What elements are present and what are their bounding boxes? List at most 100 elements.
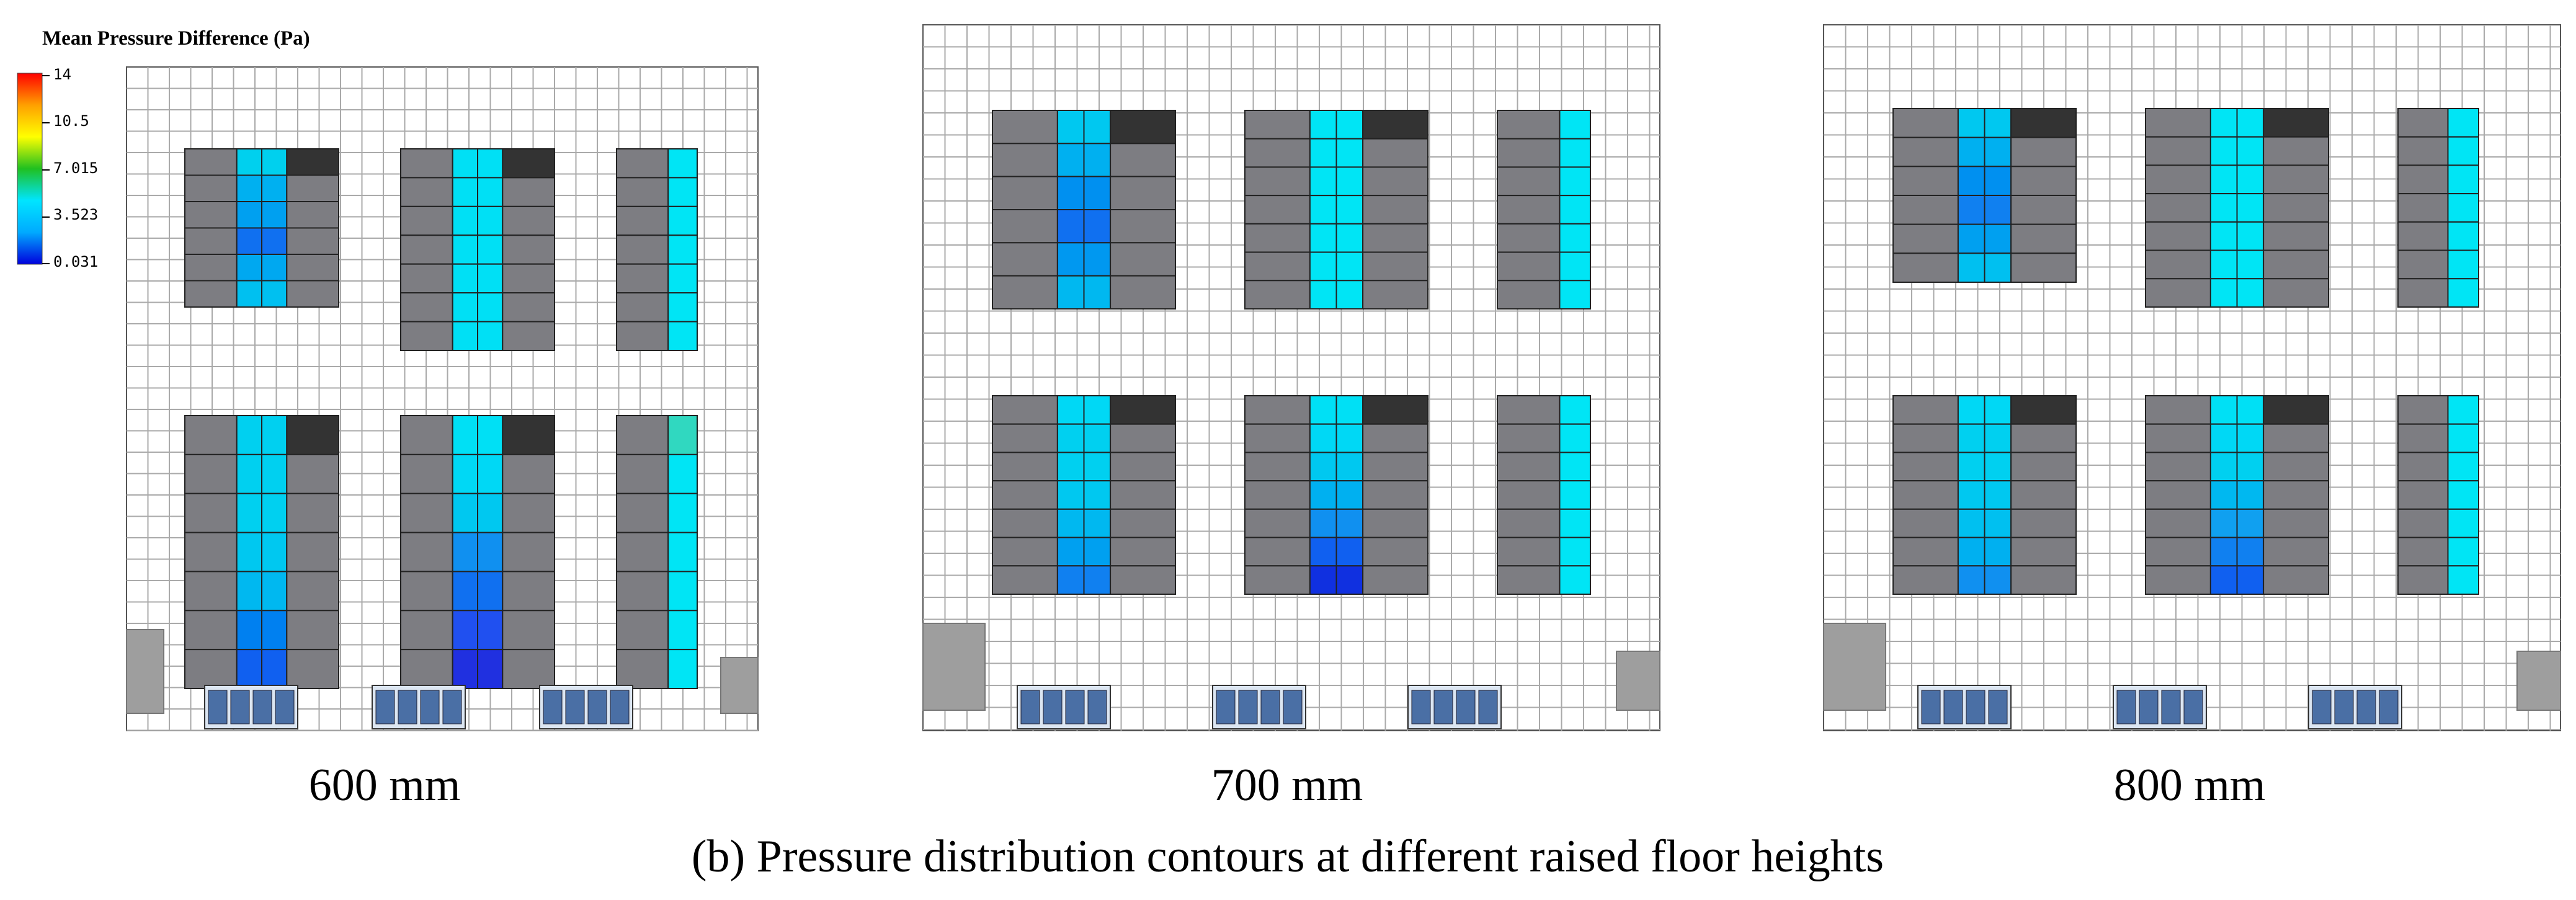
- rack-group: [2145, 395, 2329, 595]
- cabinet: [616, 492, 669, 533]
- supply-unit: [539, 685, 633, 729]
- perforated-tile: [1559, 280, 1591, 310]
- cabinet: [400, 492, 453, 533]
- legend-color-bar: [17, 73, 50, 265]
- cabinet: [1892, 136, 1959, 167]
- cabinet: [2010, 223, 2077, 254]
- cabinet: [1244, 195, 1311, 225]
- cabinet: [1362, 251, 1428, 282]
- cabinet: [2010, 537, 2077, 567]
- cabinet: [616, 177, 669, 207]
- cabinet: [2010, 423, 2077, 453]
- cabinet: [1892, 223, 1959, 254]
- perforated-tile: [1559, 138, 1591, 168]
- cabinet: [286, 492, 339, 533]
- cabinet: [2397, 480, 2449, 510]
- supply-unit: [1017, 685, 1111, 729]
- cabinet: [502, 649, 555, 689]
- cabinet: [1362, 508, 1428, 538]
- rack-group: [1892, 108, 2077, 283]
- perforated-tile: [1559, 166, 1591, 197]
- cabinet: [1892, 537, 1959, 567]
- perforated-tile: [2447, 278, 2479, 308]
- supply-unit-panel: [1988, 690, 2008, 724]
- cabinet: [1244, 138, 1311, 168]
- cabinet: [1497, 565, 1561, 595]
- cabinet: [992, 395, 1058, 425]
- cabinet: [286, 201, 339, 229]
- supply-unit-panel: [2356, 690, 2376, 724]
- cabinet: [2263, 193, 2329, 223]
- perforated-tile: [667, 453, 698, 494]
- cabinet: [2397, 565, 2449, 595]
- cabinet: [2145, 108, 2211, 138]
- cabinet: [2397, 221, 2449, 251]
- cabinet: [2263, 221, 2329, 251]
- cabinet: [1110, 480, 1176, 510]
- cabinet: [502, 415, 555, 455]
- cabinet: [2145, 164, 2211, 195]
- cooling-unit: [720, 657, 759, 714]
- cabinet: [992, 423, 1058, 453]
- perforated-tile: [667, 492, 698, 533]
- cabinet: [400, 321, 453, 351]
- cabinet: [502, 292, 555, 323]
- cabinet: [286, 148, 339, 176]
- cabinet: [1362, 110, 1428, 140]
- cabinet: [2397, 537, 2449, 567]
- figure-caption: (b) Pressure distribution contours at di…: [692, 831, 1884, 882]
- floor-plan-600mm: [126, 66, 759, 731]
- cabinet: [1110, 143, 1176, 177]
- cabinet: [1892, 166, 1959, 197]
- supply-unit-panel: [252, 690, 272, 724]
- cabinet: [1892, 195, 1959, 225]
- supply-unit-panel: [1043, 690, 1063, 724]
- perforated-tile: [2447, 193, 2479, 223]
- cabinet: [1244, 480, 1311, 510]
- cabinet: [2263, 164, 2329, 195]
- floor-plan-800mm: [1823, 24, 2561, 731]
- rack-group: [1497, 110, 1591, 310]
- perforated-tile: [667, 321, 698, 351]
- perforated-tile: [2447, 395, 2479, 425]
- cabinet: [184, 571, 238, 612]
- cabinet: [2263, 108, 2329, 138]
- cabinet: [2397, 508, 2449, 538]
- supply-unit-panel: [375, 690, 395, 724]
- cabinet: [616, 649, 669, 689]
- cabinet: [2263, 278, 2329, 308]
- supply-unit-panel: [2183, 690, 2203, 724]
- supply-unit-panel: [1283, 690, 1303, 724]
- cabinet: [400, 415, 453, 455]
- cabinet: [400, 532, 453, 573]
- supply-unit: [1212, 685, 1306, 729]
- cabinet: [286, 532, 339, 573]
- cabinet: [1497, 480, 1561, 510]
- cabinet: [400, 649, 453, 689]
- cabinet: [992, 452, 1058, 482]
- cabinet: [502, 234, 555, 265]
- cabinet: [184, 280, 238, 308]
- perforated-tile: [667, 415, 698, 455]
- cabinet: [2145, 480, 2211, 510]
- cabinet: [2145, 193, 2211, 223]
- cabinet: [1497, 138, 1561, 168]
- cabinet: [2397, 136, 2449, 166]
- cabinet: [502, 453, 555, 494]
- cabinet: [616, 453, 669, 494]
- cabinet: [2397, 278, 2449, 308]
- cabinet: [286, 610, 339, 651]
- cabinet: [1362, 166, 1428, 197]
- cabinet: [400, 263, 453, 294]
- cabinet: [2010, 452, 2077, 482]
- cabinet: [1497, 110, 1561, 140]
- cabinet: [992, 110, 1058, 145]
- panel-label-600: 600 mm: [309, 760, 461, 811]
- supply-unit-panel: [2116, 690, 2136, 724]
- rack-group: [2397, 108, 2479, 308]
- cabinet: [1362, 223, 1428, 253]
- rack-group: [184, 148, 339, 308]
- cabinet: [2010, 395, 2077, 425]
- cabinet: [1497, 452, 1561, 482]
- legend-tick-4: 3.523: [53, 206, 98, 223]
